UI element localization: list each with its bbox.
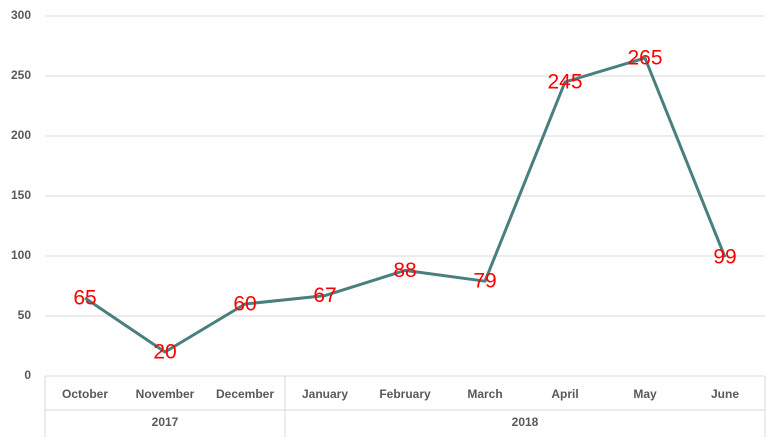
x-tick-label: May	[633, 387, 657, 401]
x-tick-label: March	[467, 387, 502, 401]
group-label: 2018	[512, 415, 539, 429]
y-tick-label: 100	[11, 248, 31, 262]
data-label: 67	[313, 284, 336, 307]
x-tick-label: October	[62, 387, 108, 401]
y-tick-label: 250	[11, 68, 31, 82]
data-line	[84, 56, 727, 354]
data-label: 245	[547, 71, 582, 94]
x-tick-label: December	[216, 387, 274, 401]
x-tick-label: April	[551, 387, 578, 401]
group-label: 2017	[152, 415, 179, 429]
data-label: 65	[73, 287, 96, 310]
data-label: 88	[393, 259, 416, 282]
data-label: 20	[153, 341, 176, 364]
data-label: 265	[627, 47, 662, 70]
data-label: 60	[233, 293, 256, 316]
x-tick-label: June	[711, 387, 739, 401]
x-tick-label: February	[379, 387, 431, 401]
y-tick-label: 50	[18, 308, 32, 322]
y-tick-label: 150	[11, 188, 31, 202]
y-tick-label: 0	[24, 368, 31, 382]
x-tick-label: November	[136, 387, 195, 401]
y-tick-label: 300	[11, 8, 31, 22]
data-label: 79	[473, 270, 496, 293]
y-tick-label: 200	[11, 128, 31, 142]
data-label: 99	[713, 246, 736, 269]
x-tick-label: January	[302, 387, 348, 401]
